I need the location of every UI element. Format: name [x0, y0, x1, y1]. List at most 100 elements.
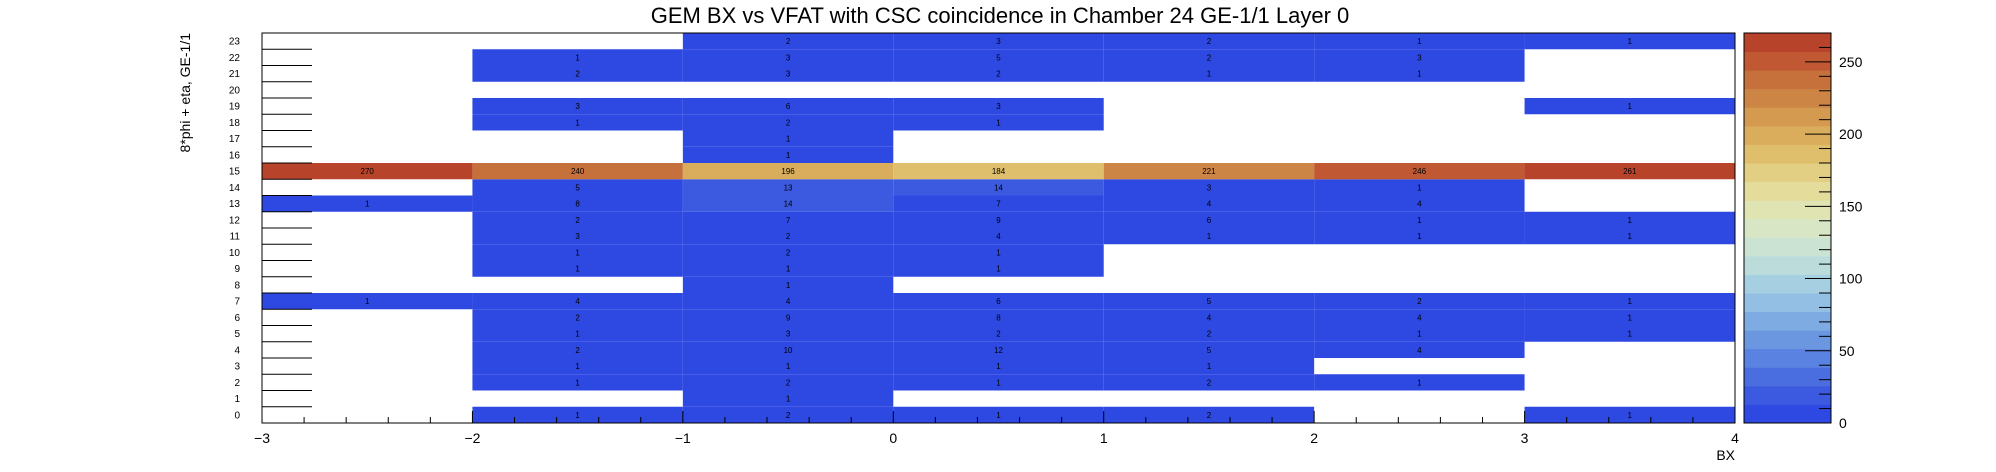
heatmap-cell — [893, 309, 1104, 326]
heatmap-cell — [682, 33, 894, 50]
cell-value-label: 1 — [1628, 102, 1633, 111]
heatmap-cell — [682, 309, 894, 326]
cell-value-label: 2 — [1207, 53, 1212, 62]
palette-swatch — [1744, 181, 1831, 201]
cell-value-label: 3 — [996, 37, 1001, 46]
heatmap-cell — [472, 114, 683, 131]
heatmap-cell — [893, 260, 1104, 277]
heatmap-cells — [262, 33, 1735, 423]
palette-swatch — [1744, 218, 1831, 238]
cell-value-label: 2 — [1207, 330, 1212, 339]
heatmap-cell — [472, 228, 683, 245]
heatmap-cell — [893, 49, 1104, 66]
cell-value-label: 1 — [786, 265, 791, 274]
x-tick-label: −2 — [464, 430, 480, 446]
heatmap-cell — [682, 293, 894, 310]
cell-value-label: 1 — [575, 248, 580, 257]
heatmap-cell — [472, 358, 683, 375]
heatmap-cell — [893, 33, 1104, 50]
palette-tick-label: 0 — [1839, 415, 1847, 431]
heatmap-cell — [1314, 228, 1525, 245]
cell-value-label: 246 — [1413, 167, 1427, 176]
heatmap-cell — [682, 358, 894, 375]
palette-swatch — [1744, 200, 1831, 220]
heatmap-cell — [1524, 98, 1735, 115]
heatmap-cell — [1103, 293, 1315, 310]
cell-value-label: 1 — [786, 135, 791, 144]
heatmap-cell — [682, 390, 894, 407]
cell-value-label: 2 — [786, 232, 791, 241]
palette-swatch — [1744, 255, 1831, 275]
cell-value-label: 1 — [1417, 37, 1422, 46]
cell-value-label: 1 — [575, 362, 580, 371]
heatmap-cell — [1103, 374, 1315, 391]
palette-tick-label: 200 — [1839, 126, 1863, 142]
x-tick-label: 0 — [889, 430, 897, 446]
cell-value-label: 1 — [575, 330, 580, 339]
cell-value-label: 1 — [575, 118, 580, 127]
heatmap-cell — [893, 65, 1104, 82]
cell-value-label: 2 — [786, 37, 791, 46]
heatmap-cell — [1103, 65, 1315, 82]
y-tick-label: 0 — [234, 410, 240, 421]
x-tick-label: −1 — [675, 430, 691, 446]
y-tick-label: 4 — [234, 345, 240, 356]
cell-value-label: 14 — [994, 183, 1003, 192]
heatmap-cell — [472, 341, 683, 358]
palette-swatch — [1744, 51, 1831, 71]
y-tick-label: 15 — [229, 167, 241, 178]
heatmap-cell — [893, 179, 1104, 196]
cell-value-label: 3 — [996, 102, 1001, 111]
cell-value-label: 2 — [575, 70, 580, 79]
palette-swatch — [1744, 163, 1831, 183]
y-tick-label: 1 — [234, 394, 240, 405]
cell-value-label: 1 — [575, 378, 580, 387]
cell-value-label: 8 — [575, 200, 580, 209]
heatmap-cell — [1103, 341, 1315, 358]
palette-swatch — [1744, 70, 1831, 90]
y-tick-label: 12 — [229, 215, 241, 226]
heatmap-cell — [893, 211, 1104, 228]
cell-value-label: 1 — [786, 281, 791, 290]
palette-swatch — [1744, 274, 1831, 294]
palette-swatch — [1744, 348, 1831, 368]
y-tick-label: 14 — [229, 183, 241, 194]
y-tick-label: 17 — [229, 134, 241, 145]
y-tick-label: 8 — [234, 280, 240, 291]
cell-value-label: 3 — [786, 53, 791, 62]
cell-value-label: 12 — [994, 346, 1003, 355]
heatmap-cell — [682, 98, 894, 115]
cell-value-label: 6 — [786, 102, 791, 111]
cell-value-label: 2 — [1207, 378, 1212, 387]
palette-tick-label: 100 — [1839, 271, 1863, 287]
heatmap-cell — [682, 325, 894, 342]
heatmap-cell — [1314, 341, 1525, 358]
cell-value-label: 1 — [365, 297, 370, 306]
cell-value-label: 1 — [1417, 70, 1422, 79]
heatmap-cell — [682, 163, 894, 180]
heatmap-cell — [893, 374, 1104, 391]
heatmap-cell — [893, 98, 1104, 115]
cell-value-label: 3 — [786, 330, 791, 339]
cell-value-label: 240 — [571, 167, 585, 176]
heatmap-cell — [472, 406, 683, 423]
heatmap-cell — [893, 228, 1104, 245]
x-tick-label: 1 — [1100, 430, 1108, 446]
cell-value-label: 7 — [996, 200, 1001, 209]
heatmap-cell — [1314, 374, 1525, 391]
cell-value-label: 1 — [1628, 297, 1633, 306]
cell-value-label: 6 — [1207, 216, 1212, 225]
heatmap-cell — [893, 325, 1104, 342]
y-tick-label: 7 — [234, 297, 240, 308]
heatmap-cell — [472, 309, 683, 326]
cell-value-label: 1 — [1628, 411, 1633, 420]
heatmap-cell — [1103, 325, 1315, 342]
cell-value-label: 3 — [1417, 53, 1422, 62]
cell-value-label: 1 — [1628, 216, 1633, 225]
y-tick-label: 20 — [229, 85, 241, 96]
y-tick-label: 13 — [229, 199, 241, 210]
cell-value-label: 2 — [996, 330, 1001, 339]
cell-value-label: 221 — [1202, 167, 1216, 176]
y-axis-label: 8*phi + eta, GE-1/1 — [177, 33, 193, 153]
cell-value-label: 1 — [1417, 330, 1422, 339]
